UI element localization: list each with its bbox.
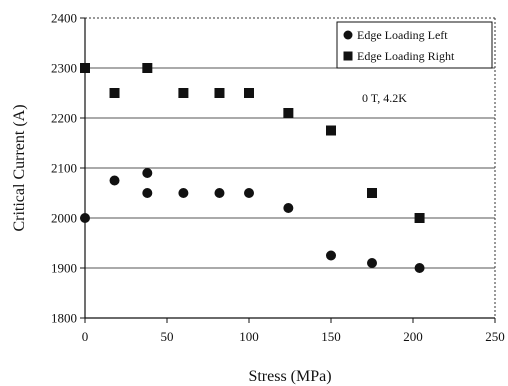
data-point-square: [178, 88, 189, 98]
x-tick-label: 200: [403, 329, 423, 344]
data-point-circle: [283, 203, 294, 213]
data-point-square: [214, 88, 225, 98]
data-point-circle: [142, 188, 153, 198]
data-point-circle: [214, 188, 225, 198]
series-edge-loading-right: [80, 63, 425, 223]
data-point-circle: [244, 188, 254, 198]
data-point-square: [283, 108, 294, 118]
data-point-circle: [142, 168, 153, 178]
data-point-square: [414, 213, 425, 223]
data-point-circle: [326, 250, 336, 261]
data-point-square: [326, 125, 336, 136]
y-axis-title: Critical Current (A): [11, 104, 28, 231]
data-point-square: [80, 63, 90, 73]
conditions-annotation: 0 T, 4.2K: [362, 91, 407, 105]
y-tick-label: 2400: [51, 11, 77, 26]
x-tick-label: 50: [161, 329, 174, 344]
x-axis-title: Stress (MPa): [248, 368, 331, 385]
legend-label-left: Edge Loading Left: [357, 28, 448, 42]
y-tick-label: 2000: [51, 211, 77, 226]
y-ticks: 1800 1900 2000 2100 2200 2300 2400: [51, 11, 85, 326]
x-tick-label: 100: [239, 329, 259, 344]
data-point-circle: [109, 175, 120, 186]
data-point-square: [109, 88, 120, 98]
data-point-square: [142, 63, 153, 73]
x-tick-label: 0: [82, 329, 89, 344]
series-edge-loading-left: [80, 168, 425, 273]
x-ticks: 0 50 100 150 200 250: [82, 318, 505, 344]
legend-marker-left: [343, 30, 353, 40]
legend-box: [336, 21, 493, 69]
legend: Edge Loading Left Edge Loading Right: [336, 21, 493, 69]
y-tick-label: 1800: [51, 311, 77, 326]
data-point-circle: [178, 188, 189, 198]
data-point-circle: [367, 258, 377, 268]
y-tick-label: 1900: [51, 261, 77, 276]
y-tick-label: 2200: [51, 111, 77, 126]
data-point-circle: [414, 263, 425, 273]
data-points: [80, 63, 425, 273]
y-tick-label: 2100: [51, 161, 77, 176]
data-point-square: [367, 188, 377, 198]
legend-marker-right: [343, 51, 353, 61]
x-tick-label: 250: [485, 329, 505, 344]
y-tick-label: 2300: [51, 61, 77, 76]
data-point-circle: [80, 213, 90, 223]
data-point-square: [244, 88, 254, 98]
legend-label-right: Edge Loading Right: [357, 49, 455, 63]
x-tick-label: 150: [321, 329, 341, 344]
